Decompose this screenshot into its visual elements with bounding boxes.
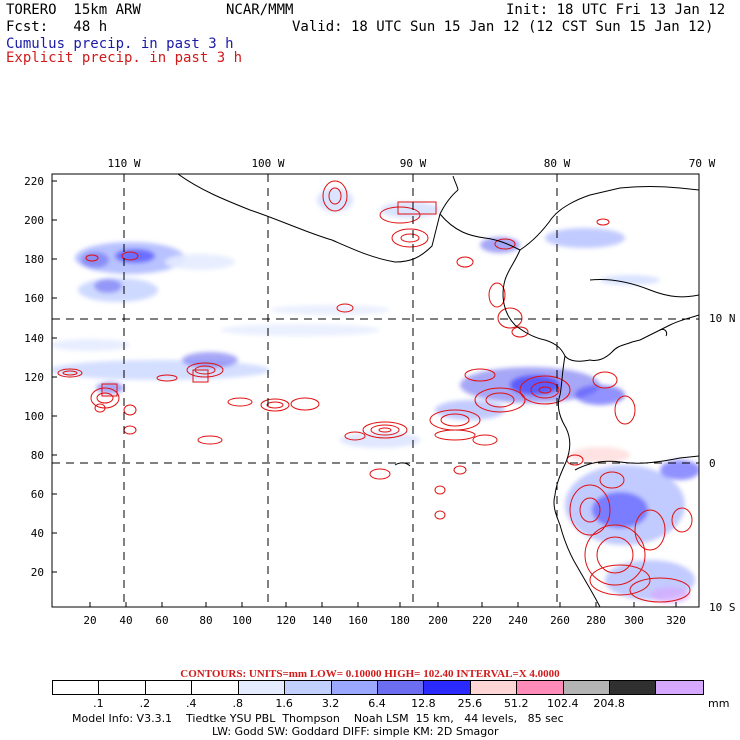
colorbar-label: 6.4 <box>368 697 386 710</box>
y-tick: 120 <box>24 371 44 384</box>
y-tick: 60 <box>30 488 44 501</box>
colorbar-swatch <box>238 681 286 694</box>
y-tick: 100 <box>24 410 44 423</box>
x-tick: 60 <box>155 614 169 627</box>
colorbar-label: .4 <box>186 697 197 710</box>
colorbar-label: .1 <box>93 697 104 710</box>
lat-label-10n: 10 N <box>709 312 736 325</box>
colorbar-label: 102.4 <box>546 697 579 710</box>
contour-info: CONTOURS: UNITS=mm LOW= 0.10000 HIGH= 10… <box>180 668 560 680</box>
map-frame <box>51 173 700 608</box>
colorbar-swatch <box>470 681 518 694</box>
lon-label-90w: 90 W <box>399 157 427 170</box>
model-title: TORERO 15km ARW <box>6 2 141 18</box>
colorbar-label: .8 <box>232 697 243 710</box>
colorbar-swatch <box>656 681 703 694</box>
colorbar-label: 3.2 <box>321 697 340 710</box>
lon-label-110w: 110 W <box>107 157 141 170</box>
colorbar-label: .2 <box>139 697 151 710</box>
colorbar-swatch <box>424 681 471 694</box>
y-tick: 80 <box>30 449 44 462</box>
y-tick: 140 <box>24 332 44 345</box>
x-tick: 40 <box>119 614 133 627</box>
colorbar-swatch <box>99 681 146 694</box>
coastlines <box>177 174 699 607</box>
physics-info: LW: Godd SW: Goddard DIFF: simple KM: 2D… <box>212 725 499 738</box>
lat-label-10s: 10 S <box>709 601 736 614</box>
x-tick: 160 <box>348 614 368 627</box>
x-tick: 260 <box>550 614 570 627</box>
colorbar-swatch <box>517 681 564 694</box>
lon-label-70w: 70 W <box>688 157 716 170</box>
colorbar-swatch <box>285 681 332 694</box>
colorbar-swatch <box>53 681 100 694</box>
colorbar-swatch <box>610 681 657 694</box>
colorbar-swatch <box>563 681 611 694</box>
x-tick: 180 <box>390 614 410 627</box>
x-tick: 320 <box>666 614 686 627</box>
forecast-hour: Fcst: 48 h <box>6 19 108 35</box>
init-time: Init: 18 UTC Fri 13 Jan 12 <box>506 2 726 18</box>
cumulus-legend: Cumulus precip. in past 3 h <box>6 36 234 52</box>
colorbar-label: 12.8 <box>411 697 436 710</box>
colorbar-label: 51.2 <box>504 697 529 710</box>
lat-lon-grid <box>52 174 699 607</box>
colorbar-unit: mm <box>708 697 730 710</box>
y-tick: 200 <box>24 214 44 227</box>
x-tick: 20 <box>83 614 97 627</box>
lon-label-100w: 100 W <box>251 157 285 170</box>
colorbar-label: 1.6 <box>275 697 293 710</box>
axis-ticks <box>52 180 677 607</box>
valid-time: Valid: 18 UTC Sun 15 Jan 12 (12 CST Sun … <box>292 19 714 35</box>
colorbar-label: 25.6 <box>457 697 483 710</box>
x-tick: 220 <box>472 614 492 627</box>
y-tick: 220 <box>24 175 44 188</box>
x-tick: 80 <box>199 614 213 627</box>
x-tick: 140 <box>312 614 332 627</box>
colorbar-swatch <box>377 681 425 694</box>
explicit-legend: Explicit precip. in past 3 h <box>6 50 243 66</box>
colorbar-swatch <box>192 681 239 694</box>
x-tick: 200 <box>428 614 448 627</box>
x-tick: 100 <box>232 614 252 627</box>
colorbar-swatch <box>145 681 193 694</box>
model-info: Model Info: V3.3.1 Tiedtke YSU PBL Thomp… <box>72 712 564 725</box>
color-bar <box>52 680 704 695</box>
colorbar-label: 204.8 <box>593 697 625 710</box>
x-tick: 300 <box>624 614 644 627</box>
x-tick: 280 <box>586 614 606 627</box>
y-tick: 20 <box>30 566 44 579</box>
y-tick: 40 <box>30 527 44 540</box>
x-tick: 240 <box>508 614 528 627</box>
lon-label-80w: 80 W <box>543 157 571 170</box>
colorbar-swatch <box>331 681 378 694</box>
y-tick: 160 <box>24 292 44 305</box>
cumulus-precip-shading <box>52 188 699 603</box>
lat-label-0: 0 <box>709 457 716 470</box>
x-tick: 120 <box>276 614 296 627</box>
y-tick: 180 <box>24 253 44 266</box>
explicit-precip-contours <box>57 180 693 603</box>
organization: NCAR/MMM <box>226 2 294 18</box>
